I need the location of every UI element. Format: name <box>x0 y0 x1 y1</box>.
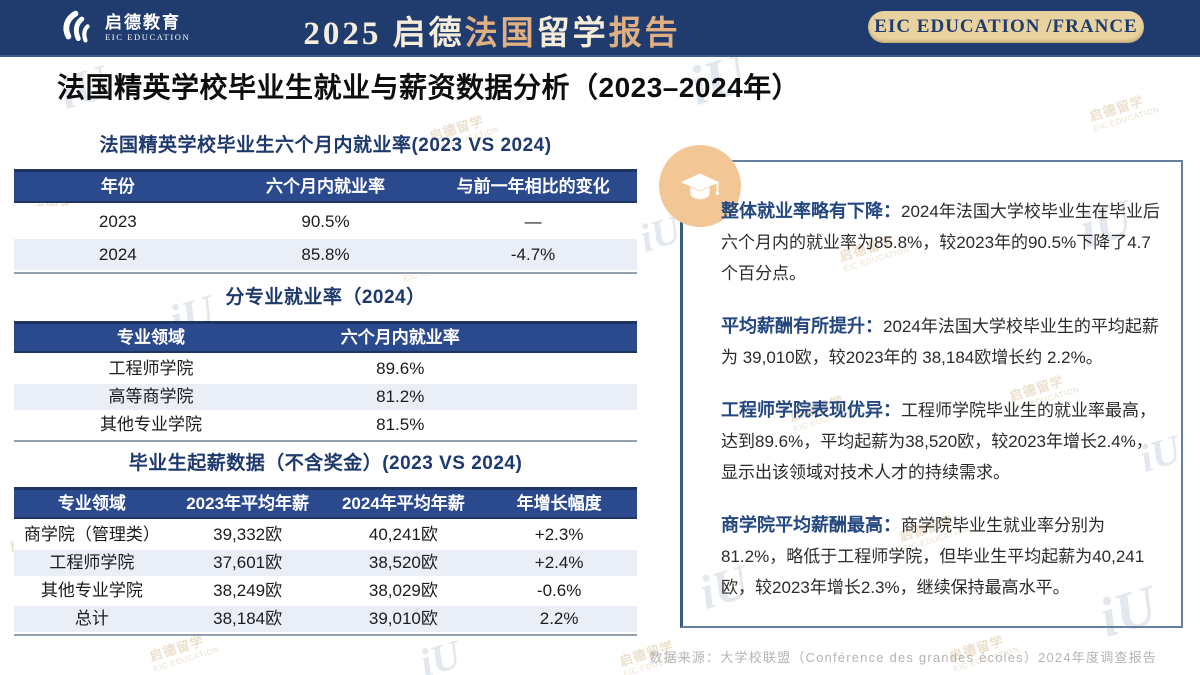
table-cell: 其他专业学院 <box>40 581 143 600</box>
header-bar: 启德教育 EIC EDUCATION 2025 启德法国留学报告 EIC EDU… <box>0 0 1200 57</box>
table-row: 工程师学院 37,601欧 38,520欧 +2.4% <box>14 550 637 578</box>
grad-cap-icon <box>680 173 720 200</box>
table-row: 高等商学院 81.2% <box>14 384 637 412</box>
employment-by-major-table-block: 分专业就业率（2024） 专业领域 六个月内就业率工程师学院 89.6% 高等商学院 81… <box>14 282 637 442</box>
table-cell: +2.4% <box>534 553 584 572</box>
table-cell: 85.8% <box>301 245 350 264</box>
header-cell: 六个月内就业率 <box>265 177 385 196</box>
salary-table-block: 毕业生起薪数据（不含奖金）(2023 VS 2024) 专业领域 2023年平均年薪… <box>14 448 637 636</box>
table-cell: 39,332欧 <box>213 525 283 544</box>
table-cell: 38,029欧 <box>368 581 438 600</box>
table-cell: 工程师学院 <box>49 553 135 572</box>
table-cell: 39,010欧 <box>368 609 438 628</box>
table-row: 其他专业学院 38,249欧 38,029欧 -0.6% <box>14 578 637 606</box>
report-title: 2025 启德法国留学报告 <box>0 6 1092 54</box>
table-header-row: 专业领域 2023年平均年薪 2024年平均年薪 年增长幅度 <box>14 487 637 519</box>
table-cell: — <box>524 212 542 231</box>
table-cell: 高等商学院 <box>108 387 194 406</box>
table-cell: 2024 <box>98 245 137 264</box>
header-cell: 年增长幅度 <box>516 494 602 513</box>
table-row: 总计 38,184欧 39,010欧 2.2% <box>14 606 637 634</box>
table-cell: 其他专业学院 <box>100 415 203 434</box>
eic-logo-text: 启德教育 EIC EDUCATION <box>105 12 191 42</box>
table-cell: 38,520欧 <box>368 553 438 572</box>
table-cell: 40,241欧 <box>368 525 438 544</box>
insight-lead: 整体就业率略有下降： <box>721 201 901 221</box>
employment-rate-table-block: 法国精英学校毕业生六个月内就业率(2023 VS 2024) 年份 六个月内就业率 与… <box>14 130 637 274</box>
data-source: 数据来源：大学校联盟（Conférence des grandes écoles… <box>649 650 1157 665</box>
table-cell: 工程师学院 <box>108 359 194 378</box>
insights-panel: 整体就业率略有下降：2024年法国大学校毕业生在毕业后六个月内的就业率为85.8… <box>659 145 1183 628</box>
insight-body: 2024年法国大学校毕业生在毕业后六个月内的就业率为85.8%，较2023年的9… <box>721 202 1160 283</box>
table-title: 毕业生起薪数据（不含奖金）(2023 VS 2024) <box>128 453 523 474</box>
table-header-row: 年份 六个月内就业率 与前一年相比的变化 <box>14 169 637 203</box>
logo-en-label: EIC EDUCATION <box>105 31 191 42</box>
insight-item: 平均薪酬有所提升：2024年法国大学校毕业生的平均起薪为 39,010欧，较20… <box>721 311 1161 373</box>
data-table: 专业领域 2023年平均年薪 2024年平均年薪 年增长幅度商学院（管理类） 39,33… <box>14 487 637 636</box>
table-cell: +2.3% <box>534 525 584 544</box>
table-title: 法国精英学校毕业生六个月内就业率(2023 VS 2024) <box>99 135 552 156</box>
title-segment: 法国 <box>464 16 537 52</box>
table-row: 2024 85.8% -4.7% <box>14 239 637 272</box>
header-cell: 2024年平均年薪 <box>341 494 465 513</box>
table-cell: 81.2% <box>376 387 425 406</box>
insight-item: 整体就业率略有下降：2024年法国大学校毕业生在毕业后六个月内的就业率为85.8… <box>721 196 1161 289</box>
table-row: 工程师学院 89.6% <box>14 356 637 384</box>
table-cell: 38,184欧 <box>213 609 283 628</box>
insight-lead: 工程师学院表现优异： <box>721 400 901 420</box>
table-cell: 89.6% <box>376 359 425 378</box>
insight-body: 2024年法国大学校毕业生的平均起薪为 39,010欧，较2023年的 38,1… <box>721 317 1159 367</box>
header-cell: 年份 <box>100 177 135 196</box>
title-segment: 报告 <box>608 16 681 52</box>
logo-cn-label: 启德教育 <box>105 12 181 32</box>
header-cell: 六个月内就业率 <box>340 328 460 347</box>
title-segment: 留学 <box>536 16 609 52</box>
table-row: 其他专业学院 81.5% <box>14 412 637 440</box>
eic-logo-mark-icon <box>63 10 90 43</box>
data-table: 专业领域 六个月内就业率工程师学院 89.6% 高等商学院 81.2% 其他专业学院 81.… <box>14 321 637 442</box>
table-cell: 总计 <box>74 609 109 628</box>
table-cell: 37,601欧 <box>213 553 283 572</box>
table-cell: 2.2% <box>539 609 579 628</box>
table-cell: 90.5% <box>301 212 350 231</box>
insights-list: 整体就业率略有下降：2024年法国大学校毕业生在毕业后六个月内的就业率为85.8… <box>683 162 1181 626</box>
grad-cap-badge <box>659 145 741 227</box>
table-cell: 2023 <box>98 212 137 231</box>
table-row: 2023 90.5% — <box>14 206 637 239</box>
eic-logo: 启德教育 EIC EDUCATION <box>56 8 190 48</box>
insight-body: 工程师学院毕业生的就业率最高，达到89.6%，平均起薪为38,520欧，较202… <box>721 401 1156 482</box>
table-cell: 81.5% <box>376 415 425 434</box>
title-segment: 2025 启德 <box>303 16 465 52</box>
header-cell: 专业领域 <box>57 494 126 513</box>
insight-body: 商学院毕业生就业率分别为81.2%，略低于工程师学院，但毕业生平均起薪为40,2… <box>721 516 1145 597</box>
insight-lead: 商学院平均薪酬最高： <box>721 515 901 535</box>
insight-item: 工程师学院表现优异：工程师学院毕业生的就业率最高，达到89.6%，平均起薪为38… <box>721 395 1161 488</box>
page-title: 法国精英学校毕业生就业与薪资数据分析（2023–2024年） <box>57 72 801 103</box>
insight-lead: 平均薪酬有所提升： <box>721 316 883 336</box>
table-cell: -4.7% <box>510 245 556 264</box>
data-table: 年份 六个月内就业率 与前一年相比的变化 2023 90.5% — 2024 85.8% -4.… <box>14 169 637 274</box>
header-cell: 专业领域 <box>117 328 186 347</box>
header-cell: 与前一年相比的变化 <box>456 177 610 196</box>
table-cell: 商学院（管理类） <box>23 525 160 544</box>
table-row: 商学院（管理类） 39,332欧 40,241欧 +2.3% <box>14 522 637 550</box>
insight-item: 商学院平均薪酬最高：商学院毕业生就业率分别为81.2%，略低于工程师学院，但毕业… <box>721 510 1161 603</box>
table-cell: -0.6% <box>536 581 582 600</box>
table-header-row: 专业领域 六个月内就业率 <box>14 321 637 353</box>
header-cell: 2023年平均年薪 <box>186 494 310 513</box>
france-badge: EIC EDUCATION /FRANCE <box>868 11 1144 43</box>
table-cell: 38,249欧 <box>213 581 283 600</box>
table-title: 分专业就业率（2024） <box>225 287 426 308</box>
